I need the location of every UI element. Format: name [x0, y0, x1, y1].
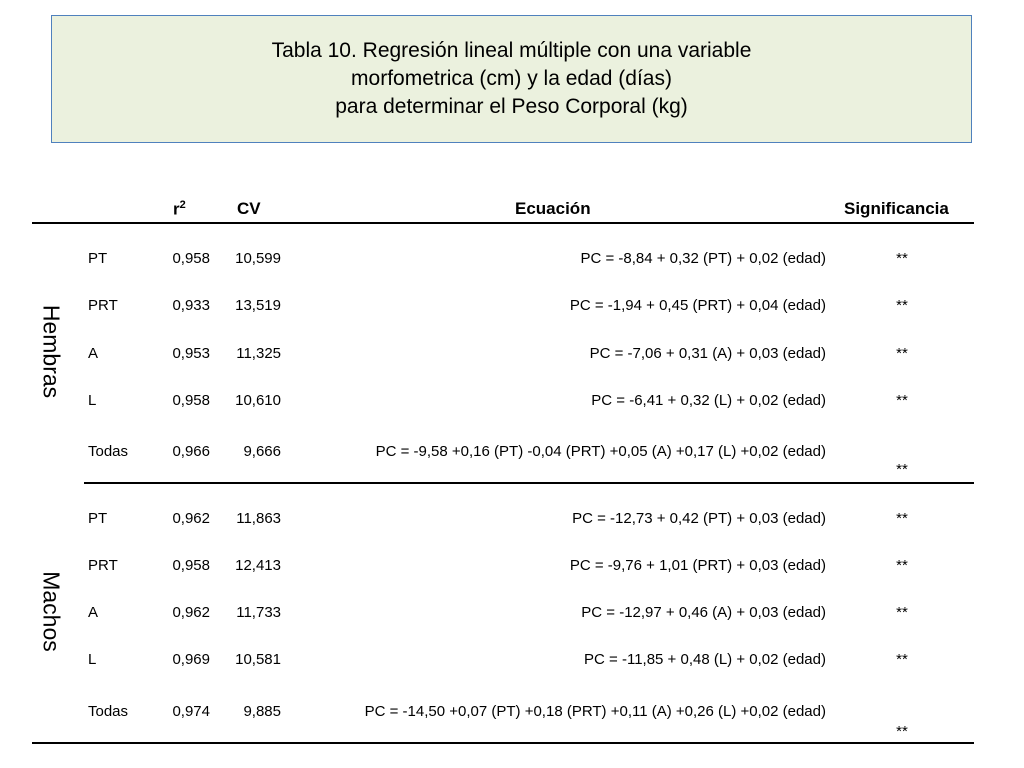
equation-cell: PC = -7,06 + 0,31 (A) + 0,03 (edad) [589, 345, 826, 362]
header-cv: CV [237, 199, 261, 218]
significance-cell: ** [896, 557, 908, 574]
significance-cell: ** [896, 297, 908, 314]
significance-cell: ** [896, 651, 908, 668]
r2-cell: 0,953 [172, 345, 210, 362]
variable-cell: PT [88, 510, 108, 527]
cv-cell: 11,733 [236, 604, 281, 621]
cv-cell: 10,581 [235, 651, 281, 668]
r2-cell: 0,933 [172, 297, 210, 314]
variable-cell: PT [88, 250, 108, 267]
r2-cell: 0,962 [172, 604, 210, 621]
r2-cell: 0,958 [172, 250, 210, 267]
header-rule [32, 222, 974, 224]
equation-cell: PC = -6,41 + 0,32 (L) + 0,02 (edad) [591, 392, 826, 409]
group-label-machos: Machos [38, 571, 65, 652]
significance-cell: ** [896, 510, 908, 527]
equation-cell: PC = -11,85 + 0,48 (L) + 0,02 (edad) [584, 651, 826, 668]
header-r2-superscript: 2 [179, 199, 186, 211]
significance-cell: ** [896, 392, 908, 409]
header-r2: r2 [173, 199, 186, 219]
r2-cell: 0,962 [172, 510, 210, 527]
r2-cell: 0,969 [172, 651, 210, 668]
equation-cell: PC = -12,97 + 0,46 (A) + 0,03 (edad) [581, 604, 826, 621]
variable-cell: L [88, 392, 97, 409]
significance-cell: ** [896, 604, 908, 621]
equation-cell: PC = -9,58 +0,16 (PT) -0,04 (PRT) +0,05 … [375, 443, 826, 460]
cv-cell: 9,666 [243, 443, 281, 460]
cv-cell: 12,413 [235, 557, 281, 574]
significance-cell: ** [896, 250, 908, 267]
equation-cell: PC = -8,84 + 0,32 (PT) + 0,02 (edad) [580, 250, 826, 267]
variable-cell: PRT [88, 297, 118, 314]
significance-cell: ** [896, 461, 908, 478]
variable-cell: Todas [88, 443, 129, 460]
significance-cell: ** [896, 723, 908, 740]
title-line-3: para determinar el Peso Corporal (kg) [335, 95, 688, 118]
group-divider-rule [84, 482, 974, 484]
bottom-rule [32, 742, 974, 744]
group-label-hembras: Hembras [38, 304, 65, 399]
significance-cell: ** [896, 345, 908, 362]
variable-cell: L [88, 651, 97, 668]
title-line-2: morfometrica (cm) y la edad (días) [351, 67, 672, 90]
equation-cell: PC = -1,94 + 0,45 (PRT) + 0,04 (edad) [569, 297, 826, 314]
cv-cell: 11,863 [236, 510, 281, 527]
r2-cell: 0,958 [172, 557, 210, 574]
title-box: Tabla 10. Regresión lineal múltiple con … [51, 15, 972, 143]
variable-cell: A [88, 345, 99, 362]
cv-cell: 11,325 [236, 345, 281, 362]
cv-cell: 13,519 [235, 297, 281, 314]
r2-cell: 0,966 [172, 443, 210, 460]
title-line-1: Tabla 10. Regresión lineal múltiple con … [271, 39, 752, 62]
cv-cell: 9,885 [243, 703, 281, 720]
header-equation: Ecuación [515, 199, 591, 218]
variable-cell: PRT [88, 557, 118, 574]
variable-cell: Todas [88, 703, 129, 720]
variable-cell: A [88, 604, 99, 621]
cv-cell: 10,599 [235, 250, 281, 267]
equation-cell: PC = -12,73 + 0,42 (PT) + 0,03 (edad) [572, 510, 826, 527]
equation-cell: PC = -9,76 + 1,01 (PRT) + 0,03 (edad) [569, 557, 826, 574]
equation-cell: PC = -14,50 +0,07 (PT) +0,18 (PRT) +0,11… [364, 703, 826, 720]
r2-cell: 0,974 [172, 703, 210, 720]
header-significance: Significancia [844, 199, 949, 218]
cv-cell: 10,610 [235, 392, 281, 409]
r2-cell: 0,958 [172, 392, 210, 409]
